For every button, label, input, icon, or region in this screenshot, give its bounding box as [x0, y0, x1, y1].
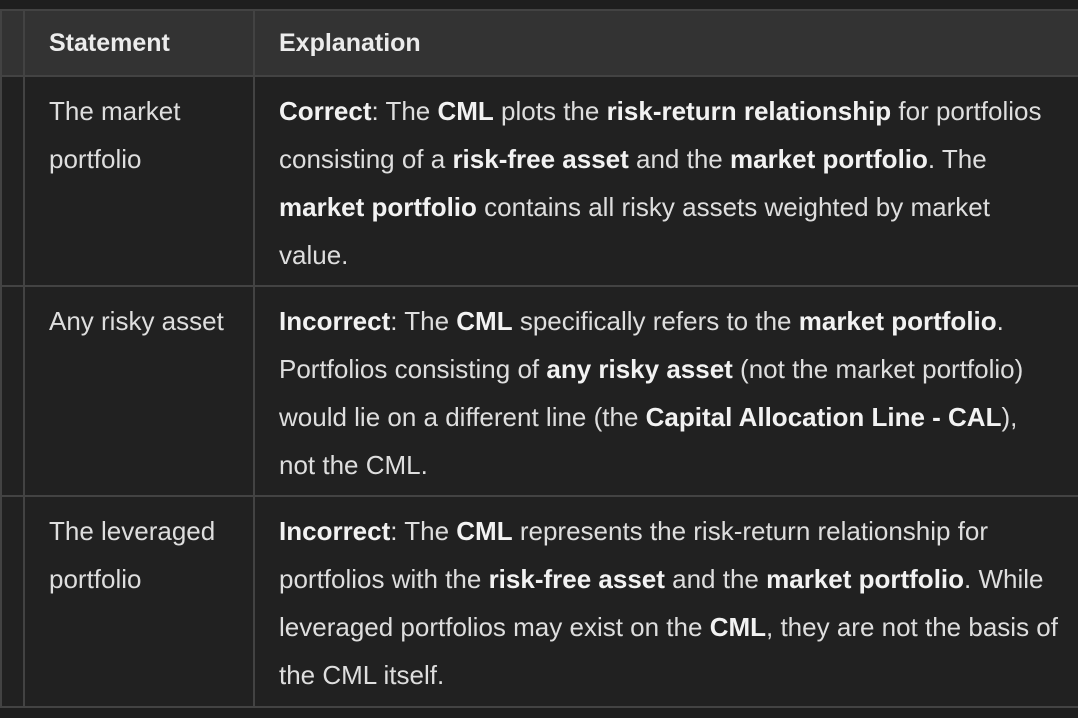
statement-cell: Any risky asset	[23, 285, 255, 497]
statement-cell: The leveraged portfolio	[23, 495, 255, 708]
statement-cell: The market portfolio	[23, 75, 255, 287]
explanation-text: . Portfolios consisting of	[279, 306, 1004, 384]
emphasis-text: CML	[456, 306, 513, 336]
top-strip	[0, 0, 1078, 9]
explanation-text: : The	[371, 96, 438, 126]
explanation-text: represents the risk-return relationship …	[279, 516, 989, 594]
explanation-text: contains all risky assets weighted by ma…	[279, 192, 990, 270]
emphasis-text: Incorrect	[279, 306, 391, 336]
emphasis-text: CML	[437, 96, 494, 126]
emphasis-text: market portfolio	[766, 564, 965, 594]
emphasis-text: Capital Allocation Line - CAL	[645, 402, 1002, 432]
explanation-text: specifically refers to the	[512, 306, 799, 336]
explanation-text: : The	[390, 306, 457, 336]
explanation-cell: Correct: The CML plots the risk-return r…	[253, 75, 1078, 287]
row-lead-cell	[0, 75, 25, 287]
explanation-text: for portfolios consisting of a	[279, 96, 1042, 174]
explanation-text: , they are not the basis of the CML itse…	[279, 612, 1058, 690]
explanation-cell: Incorrect: The CML specifically refers t…	[253, 285, 1078, 497]
header-explanation: Explanation	[253, 9, 1078, 77]
emphasis-text: any risky asset	[546, 354, 733, 384]
explanation-text: plots the	[493, 96, 607, 126]
emphasis-text: CML	[709, 612, 767, 642]
table-header-row: Statement Explanation	[0, 9, 1078, 77]
explanation-text: . The	[927, 144, 987, 174]
row-lead-cell	[0, 285, 25, 497]
explanation-text: . While leveraged portfolios may exist o…	[279, 564, 1044, 642]
explanation-text: : The	[390, 516, 457, 546]
explanation-text: ), not the CML.	[279, 402, 1018, 480]
row-lead-cell	[0, 495, 25, 708]
explanation-text: and the	[628, 144, 730, 174]
explanation-cell: Incorrect: The CML represents the risk-r…	[253, 495, 1078, 708]
cml-statements-table: Statement Explanation The market portfol…	[0, 9, 1078, 708]
emphasis-text: market portfolio	[729, 144, 928, 174]
emphasis-text: Correct	[279, 96, 372, 126]
explanation-text: (not the market portfolio) would lie on …	[279, 354, 1024, 432]
emphasis-text: risk-free asset	[452, 144, 629, 174]
emphasis-text: CML	[456, 516, 513, 546]
emphasis-text: Incorrect	[279, 516, 391, 546]
header-lead-cell	[0, 9, 25, 77]
header-statement: Statement	[23, 9, 255, 77]
table-row: The leveraged portfolio Incorrect: The C…	[0, 495, 1078, 708]
emphasis-text: risk-free asset	[488, 564, 665, 594]
table-row: The market portfolio Correct: The CML pl…	[0, 75, 1078, 287]
emphasis-text: market portfolio	[279, 192, 477, 222]
emphasis-text: risk-return relationship	[606, 96, 892, 126]
emphasis-text: market portfolio	[798, 306, 997, 336]
explanation-text: and the	[664, 564, 767, 594]
table-row: Any risky asset Incorrect: The CML speci…	[0, 285, 1078, 497]
